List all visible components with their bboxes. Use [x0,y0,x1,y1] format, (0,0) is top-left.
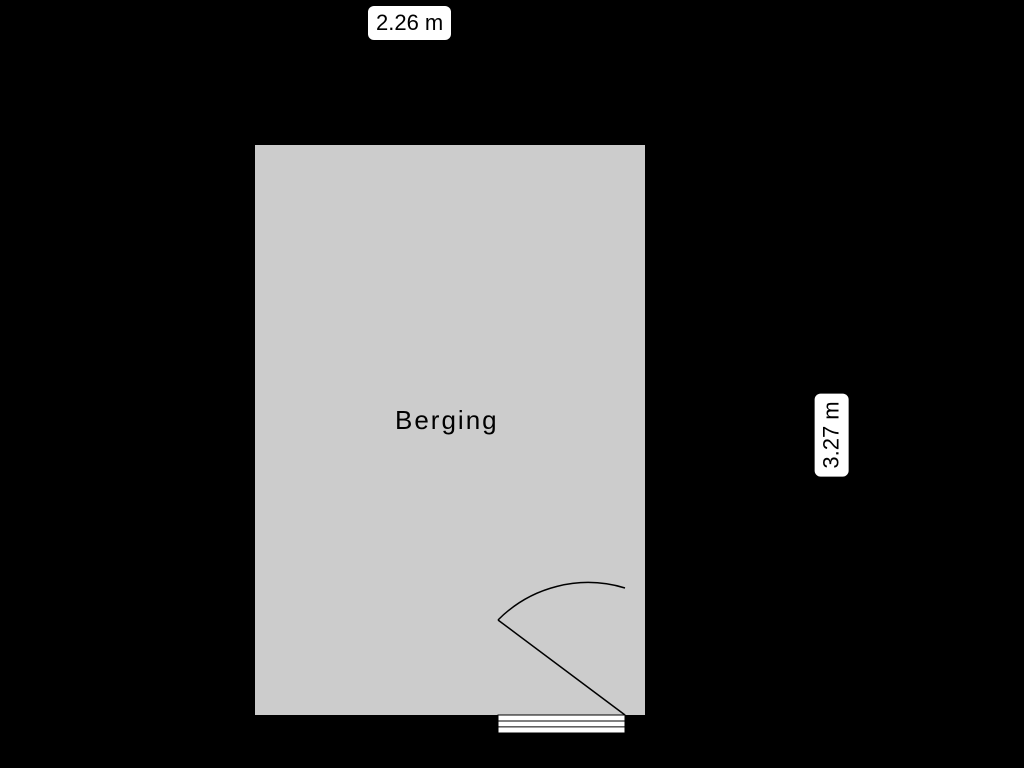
dimension-height-label: 3.27 m [815,393,849,476]
dimension-width-label: 2.26 m [368,6,451,40]
door-symbol [494,584,629,737]
room-label: Berging [395,405,499,436]
floorplan-canvas: Berging 2.26 m 3.27 m [0,0,1024,768]
